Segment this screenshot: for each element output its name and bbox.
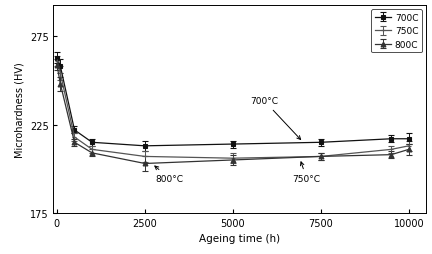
Y-axis label: Microhardness (HV): Microhardness (HV) — [14, 62, 24, 157]
Text: 800°C: 800°C — [155, 166, 184, 183]
Legend: 700C, 750C, 800C: 700C, 750C, 800C — [372, 10, 422, 53]
X-axis label: Ageing time (h): Ageing time (h) — [199, 233, 280, 243]
Text: 700°C: 700°C — [251, 97, 301, 140]
Text: 750°C: 750°C — [293, 162, 321, 183]
